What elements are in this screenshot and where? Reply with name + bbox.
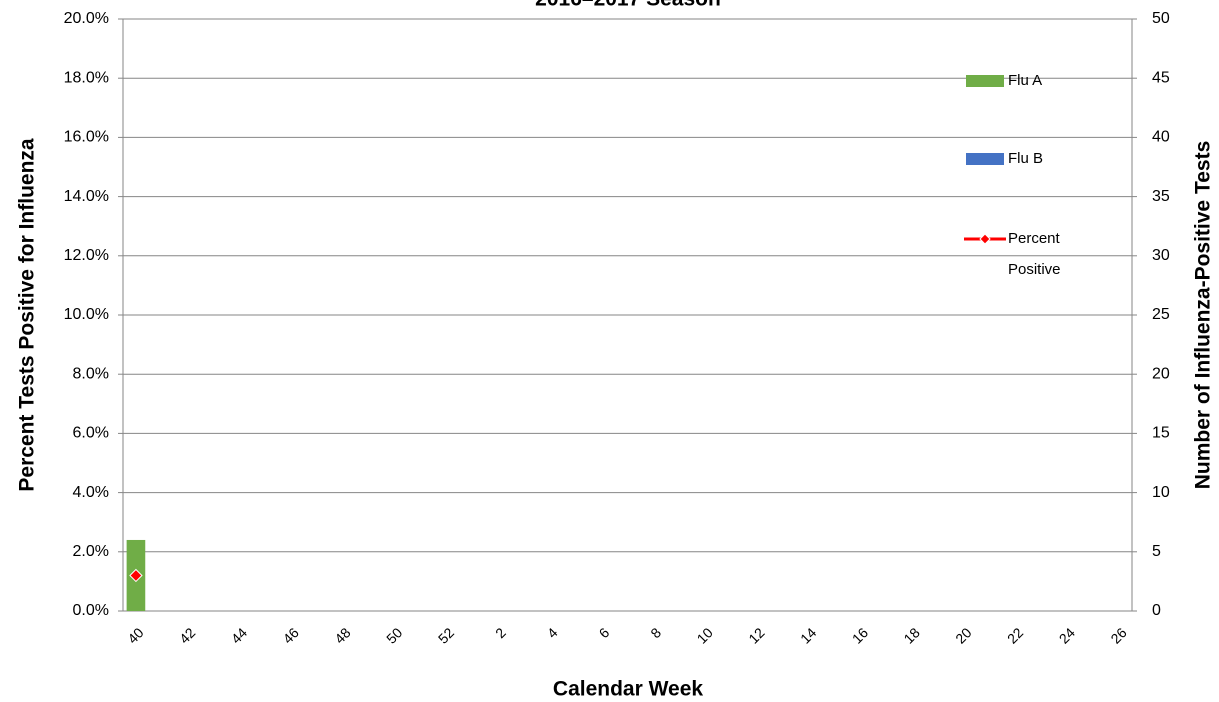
x-tick-label: 52 [435,624,457,646]
legend-item: Percent Positive [1008,230,1061,278]
y2-tick-label: 35 [1152,188,1170,205]
x-tick-label: 40 [124,624,146,646]
marker [129,568,143,583]
y2-tick-label: 25 [1152,306,1170,323]
y2-axis-label: Number of Influenza-Positive Tests [1192,141,1215,490]
x-tick-label: 24 [1056,624,1078,646]
plot-border [122,18,1133,612]
y-tick-label: 10.0% [64,306,109,323]
y-axis-label: Percent Tests Positive for Influenza [16,138,39,492]
y2-tick-label: 30 [1152,247,1170,264]
x-tick-label: 18 [901,624,923,646]
x-tick-label: 2 [492,624,509,641]
y2-tick-label: 20 [1152,365,1170,382]
x-tick-label: 48 [331,624,353,646]
y-tick-label: 16.0% [64,129,109,146]
y2-tick-label: 40 [1152,129,1170,146]
x-tick-label: 16 [849,624,871,646]
x-axis-label: Calendar Week [553,678,703,701]
y-tick-label: 8.0% [73,365,109,382]
x-tick-label: 46 [280,624,302,646]
chart-title: 2016–2017 Season [535,0,721,11]
y2-tick-label: 50 [1152,10,1170,27]
x-tick-label: 6 [596,624,613,641]
legend-label: Flu B [1008,150,1044,167]
y-tick-label: 12.0% [64,247,109,264]
y-tick-label: 0.0% [73,602,109,619]
y2-tick-label: 10 [1152,484,1170,501]
y2-tick-label: 5 [1152,543,1161,560]
y-tick-label: 18.0% [64,69,109,86]
y2-tick-label: 15 [1152,425,1170,442]
x-tick-label: 42 [176,624,198,646]
x-tick-label: 22 [1004,624,1026,646]
y-tick-label: 6.0% [73,425,109,442]
y-tick-label: 14.0% [64,188,109,205]
legend-swatch [966,153,1004,165]
y-tick-label: 20.0% [64,10,109,27]
y-tick-label: 4.0% [73,484,109,501]
x-tick-label: 50 [383,624,405,646]
x-tick-label: 44 [228,624,250,646]
x-tick-label: 8 [647,624,664,641]
x-tick-label: 4 [544,624,561,641]
legend-item: Flu B [1008,150,1044,167]
x-tick-label: 14 [797,624,819,646]
y2-tick-label: 45 [1152,69,1170,86]
legend-swatch [966,75,1004,87]
x-tick-label: 10 [694,624,716,646]
x-tick-label: 26 [1107,624,1129,646]
legend-label: Flu A [1008,72,1043,89]
y2-tick-label: 0 [1152,602,1161,619]
x-tick-label: 12 [745,624,767,646]
x-tick-label: 20 [952,624,974,646]
legend-item: Flu A [1008,72,1043,89]
legend-label: Percent Positive [1008,230,1061,278]
y-tick-label: 2.0% [73,543,109,560]
legend-marker [979,233,991,245]
